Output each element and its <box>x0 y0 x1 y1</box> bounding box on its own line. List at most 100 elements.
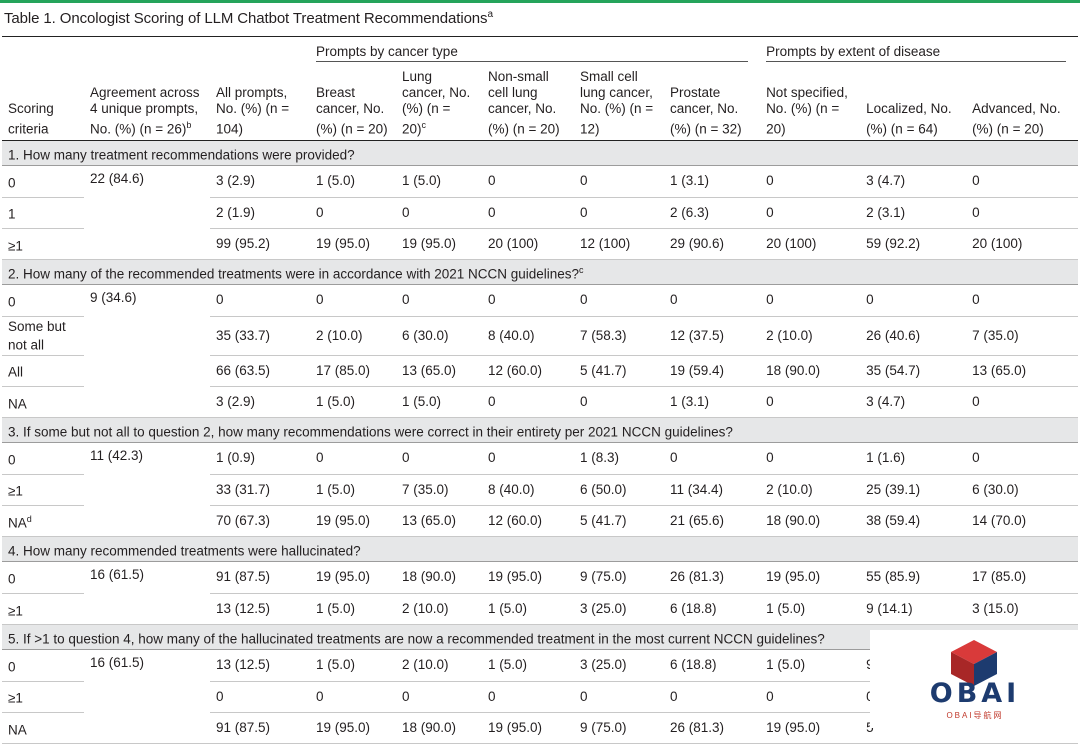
value-cell: 0 <box>482 442 575 475</box>
value-cell: 1 (5.0) <box>310 474 397 506</box>
value-cell: 5 (41.7) <box>574 505 665 537</box>
criterion-text: 1 <box>8 206 16 222</box>
value-cell: 0 <box>310 442 397 475</box>
value-cell: 0 <box>574 197 665 229</box>
value-cell: 0 <box>966 284 1079 317</box>
criterion-cell: 1 <box>2 197 84 229</box>
agreement-cell: 22 (84.6) <box>90 171 145 186</box>
question-row: 3. If some but not all to question 2, ho… <box>2 417 1079 443</box>
value-cell: 6 (50.0) <box>574 474 665 506</box>
criterion-cell: 0 <box>2 284 84 317</box>
value-cell: 2 (10.0) <box>760 474 861 506</box>
question-cell: 1. How many treatment recommendations we… <box>2 140 1079 166</box>
value-cell: 19 (59.4) <box>664 355 761 387</box>
group-header-extent: Prompts by extent of disease <box>760 36 1079 69</box>
value-cell: 8 (40.0) <box>482 316 575 356</box>
column-header-footnote-mark: b <box>186 119 192 130</box>
agreement-cell: 9 (34.6) <box>90 290 137 305</box>
value-cell: 20 (100) <box>760 228 861 260</box>
question-text: 5. If >1 to question 4, how many of the … <box>8 631 825 647</box>
value-cell: 1 (5.0) <box>310 593 397 625</box>
value-cell: 0 <box>396 681 483 713</box>
question-row: 2. How many of the recommended treatment… <box>2 259 1079 285</box>
column-header-footnote-mark: c <box>421 119 427 130</box>
watermark-sub-text: OBAI导航网 <box>946 711 1004 720</box>
column-header-label: Non-small cell lung cancer, No. (%) (n =… <box>488 68 560 137</box>
value-cell: 19 (95.0) <box>760 561 861 594</box>
value-cell: 18 (90.0) <box>760 355 861 387</box>
value-cell: 0 <box>760 386 861 418</box>
value-cell: 0 <box>664 681 761 713</box>
value-cell: 19 (95.0) <box>396 228 483 260</box>
criterion-text: All <box>8 364 24 380</box>
question-cell: 4. How many recommended treatments were … <box>2 536 1079 562</box>
value-cell: 19 (95.0) <box>310 505 397 537</box>
column-header-label: All prompts, No. (%) (n = 104) <box>216 84 290 137</box>
criterion-cell: ≥1 <box>2 228 84 260</box>
criterion-text: ≥1 <box>8 690 23 706</box>
value-cell: 3 (25.0) <box>574 593 665 625</box>
criterion-cell: NAd <box>2 505 84 537</box>
table-row: 0 11 (42.3) 1 (0.9) 0 0 0 1 (8.3) 0 0 1 (1.6) 0 <box>2 442 1079 475</box>
column-header-label: Breast cancer, No. (%) (n = 20) <box>316 84 388 137</box>
watermark-logo-text: OBAI <box>929 678 1021 709</box>
value-cell: 1 (8.3) <box>574 442 665 475</box>
table-row: NA 3 (2.9) 1 (5.0) 1 (5.0) 0 0 1 (3.1) 0 3 (4.7)… <box>2 386 1079 418</box>
watermark: OBAI OBAI导航网 <box>870 630 1080 728</box>
table-row: 0 16 (61.5) 91 (87.5) 19 (95.0) 18 (90.0) 19 … <box>2 561 1079 594</box>
value-cell: 0 <box>310 197 397 229</box>
criterion-text: 0 <box>8 659 16 675</box>
table-title: Table 1. Oncologist Scoring of LLM Chatb… <box>4 9 493 27</box>
question-footnote-mark: c <box>579 264 584 275</box>
value-cell: 13 (12.5) <box>210 593 311 625</box>
value-cell: 0 <box>210 681 311 713</box>
value-cell: 3 (25.0) <box>574 649 665 682</box>
recommendations-table: Prompts by cancer type Prompts by extent… <box>2 36 1079 744</box>
column-header-label: Localized, No. (%) (n = 64) <box>866 100 952 137</box>
agreement-cell <box>84 474 210 505</box>
value-cell: 55 (85.9) <box>860 561 967 594</box>
agreement-cell <box>84 197 210 228</box>
value-cell: 2 (10.0) <box>396 593 483 625</box>
agreement-cell <box>84 505 210 537</box>
value-cell: 11 (34.4) <box>664 474 761 506</box>
value-cell: 2 (6.3) <box>664 197 761 229</box>
value-cell: 2 (10.0) <box>310 316 397 356</box>
value-cell: 3 (2.9) <box>210 165 311 198</box>
column-header-label: Not specified, No. (%) (n = 20) <box>766 84 848 137</box>
criterion-text: ≥1 <box>8 483 23 499</box>
agreement-cell: 11 (42.3) <box>90 448 144 463</box>
value-cell: 0 <box>482 386 575 418</box>
question-text: 2. How many of the recommended treatment… <box>8 266 580 282</box>
table-row: ≥1 33 (31.7) 1 (5.0) 7 (35.0) 8 (40.0) 6 (50.… <box>2 474 1079 506</box>
column-header-label: Agreement across 4 unique prompts, No. (… <box>90 84 200 137</box>
table-title-footnote-mark: a <box>487 9 493 20</box>
criterion-text: Some but not all <box>8 318 66 353</box>
criterion-cell: 0 <box>2 442 84 475</box>
criterion-footnote-mark: d <box>26 513 32 524</box>
column-header: All prompts, No. (%) (n = 104) <box>210 68 311 141</box>
column-header-label: Advanced, No. (%) (n = 20) <box>972 100 1061 137</box>
criterion-text: ≥1 <box>8 603 23 618</box>
value-cell: 13 (65.0) <box>966 355 1079 387</box>
value-cell: 35 (33.7) <box>210 316 311 356</box>
agreement-cell <box>84 228 210 260</box>
value-cell: 0 <box>396 442 483 475</box>
column-header: Prostate cancer, No. (%) (n = 32) <box>664 68 761 141</box>
value-cell: 99 (95.2) <box>210 228 311 260</box>
value-cell: 0 <box>760 197 861 229</box>
question-cell: 2. How many of the recommended treatment… <box>2 259 1079 285</box>
cube-logo-icon <box>951 640 997 686</box>
value-cell: 1 (5.0) <box>310 386 397 418</box>
criterion-cell: ≥1 <box>2 474 84 506</box>
value-cell: 7 (35.0) <box>396 474 483 506</box>
criterion-text: 0 <box>8 294 16 310</box>
value-cell: 3 (4.7) <box>860 165 967 198</box>
question-cell: 3. If some but not all to question 2, ho… <box>2 417 1079 443</box>
value-cell: 0 <box>482 165 575 198</box>
agreement-cell: 16 (61.5) <box>90 655 145 670</box>
column-header-label: Prostate cancer, No. (%) (n = 32) <box>670 84 742 137</box>
column-header: Localized, No. (%) (n = 64) <box>860 68 967 141</box>
value-cell: 2 (10.0) <box>396 649 483 682</box>
criterion-cell: 0 <box>2 165 84 198</box>
